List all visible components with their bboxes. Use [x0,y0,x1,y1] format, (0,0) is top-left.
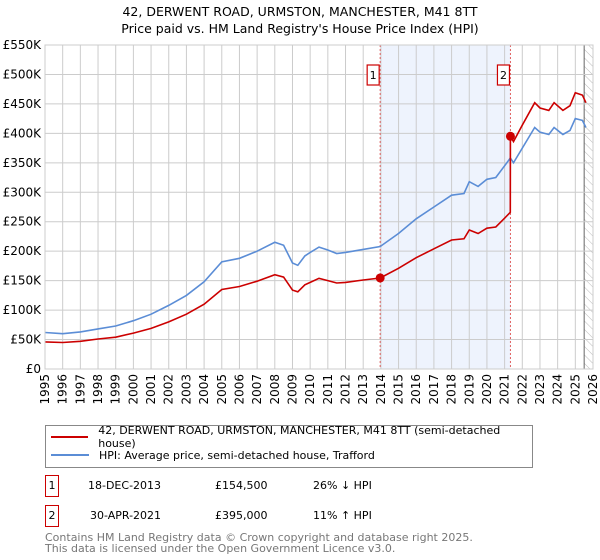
x-tick-label: 1999 [109,374,123,405]
transaction-date: 30-APR-2021 [90,509,162,522]
x-tick-label: 2014 [374,374,388,405]
footer-line: Contains HM Land Registry data © Crown c… [45,531,473,544]
transaction-row: 2 30-APR-2021 £395,000 11% ↑ HPI [45,505,545,527]
y-tick-label: £550K [3,38,43,52]
x-tick-label: 2015 [392,374,406,405]
legend: 42, DERWENT ROAD, URMSTON, MANCHESTER, M… [45,424,533,468]
transaction-hpi: 26% ↓ HPI [313,479,372,492]
sale-label: 1 [370,69,377,82]
x-tick-label: 2012 [339,374,353,405]
x-tick-label: 2003 [179,374,193,405]
x-tick-label: 2011 [321,374,335,405]
legend-label: 42, DERWENT ROAD, URMSTON, MANCHESTER, M… [98,424,501,450]
x-tick-label: 2020 [480,374,494,405]
x-tick-label: 2026 [586,374,600,405]
x-tick-label: 2010 [303,374,317,405]
y-tick-label: £250K [3,215,43,229]
sale-label: 2 [500,69,507,82]
y-tick-label: £500K [3,67,43,81]
x-tick-label: 2007 [250,374,264,405]
x-tick-label: 2013 [356,374,370,405]
hatched-region [584,45,593,369]
price-chart: £0 £50K £100K £150K £200K £250K £300K £350K £400… [3,38,600,405]
x-tick-label: 2016 [409,374,423,405]
transaction-price: £395,000 [215,509,268,522]
x-tick-label: 2018 [445,374,459,405]
x-tick-label: 2006 [232,374,246,405]
x-tick-label: 1998 [91,374,105,405]
y-tick-label: £400K [3,126,43,140]
x-tick-label: 2025 [568,374,582,405]
sale-point [375,273,385,283]
x-tick-label: 2023 [533,374,547,405]
transaction-price: £154,500 [215,479,268,492]
chart-subtitle: Price paid vs. HM Land Registry's House … [121,21,479,36]
x-tick-label: 2017 [427,374,441,405]
y-tick-label: £200K [3,244,43,258]
x-tick-label: 2024 [551,374,565,405]
x-tick-label: 2009 [285,374,299,405]
legend-swatch-blue [51,454,89,456]
x-tick-label: 2008 [268,374,282,405]
transaction-date: 18-DEC-2013 [88,479,162,492]
sale-label-box [366,64,380,86]
transaction-marker: 1 [45,475,59,497]
hpi-line [44,117,587,335]
x-tick-label: 1996 [56,374,70,405]
x-tick-label: 2000 [126,374,140,405]
y-tick-label: £300K [3,185,43,199]
x-tick-label: 2004 [197,374,211,405]
y-tick-label: £450K [3,97,43,111]
y-tick-label: £100K [3,303,43,317]
x-tick-label: 2002 [162,374,176,405]
chart-title: 42, DERWENT ROAD, URMSTON, MANCHESTER, M… [122,4,478,19]
footer: Contains HM Land Registry data © Crown c… [45,532,473,554]
x-tick-label: 2005 [215,374,229,405]
legend-item-property: 42, DERWENT ROAD, URMSTON, MANCHESTER, M… [51,424,532,450]
x-tick-label: 2001 [144,374,158,405]
x-tick-label: 1997 [73,374,87,405]
legend-swatch-red [51,436,89,438]
transaction-marker: 2 [45,505,59,527]
y-tick-label: £150K [3,274,43,288]
property-price-line [44,91,587,344]
footer-line: This data is licensed under the Open Gov… [45,542,396,555]
sale-label-box [496,64,511,86]
x-tick-label: 2022 [515,374,529,405]
transaction-hpi: 11% ↑ HPI [313,509,372,522]
y-tick-label: £0 [26,362,41,376]
x-tick-label: 1995 [38,374,52,405]
plot-border [44,44,594,370]
legend-label: HPI: Average price, semi-detached house,… [99,448,375,462]
y-tick-label: £350K [3,156,43,170]
shaded-period [380,45,511,369]
x-tick-label: 2021 [498,374,512,405]
sale-point [505,131,515,141]
y-tick-label: £50K [10,333,42,347]
transaction-row: 1 18-DEC-2013 £154,500 26% ↓ HPI [45,475,545,497]
x-tick-label: 2019 [462,374,476,405]
legend-item-hpi: HPI: Average price, semi-detached house,… [51,447,375,463]
